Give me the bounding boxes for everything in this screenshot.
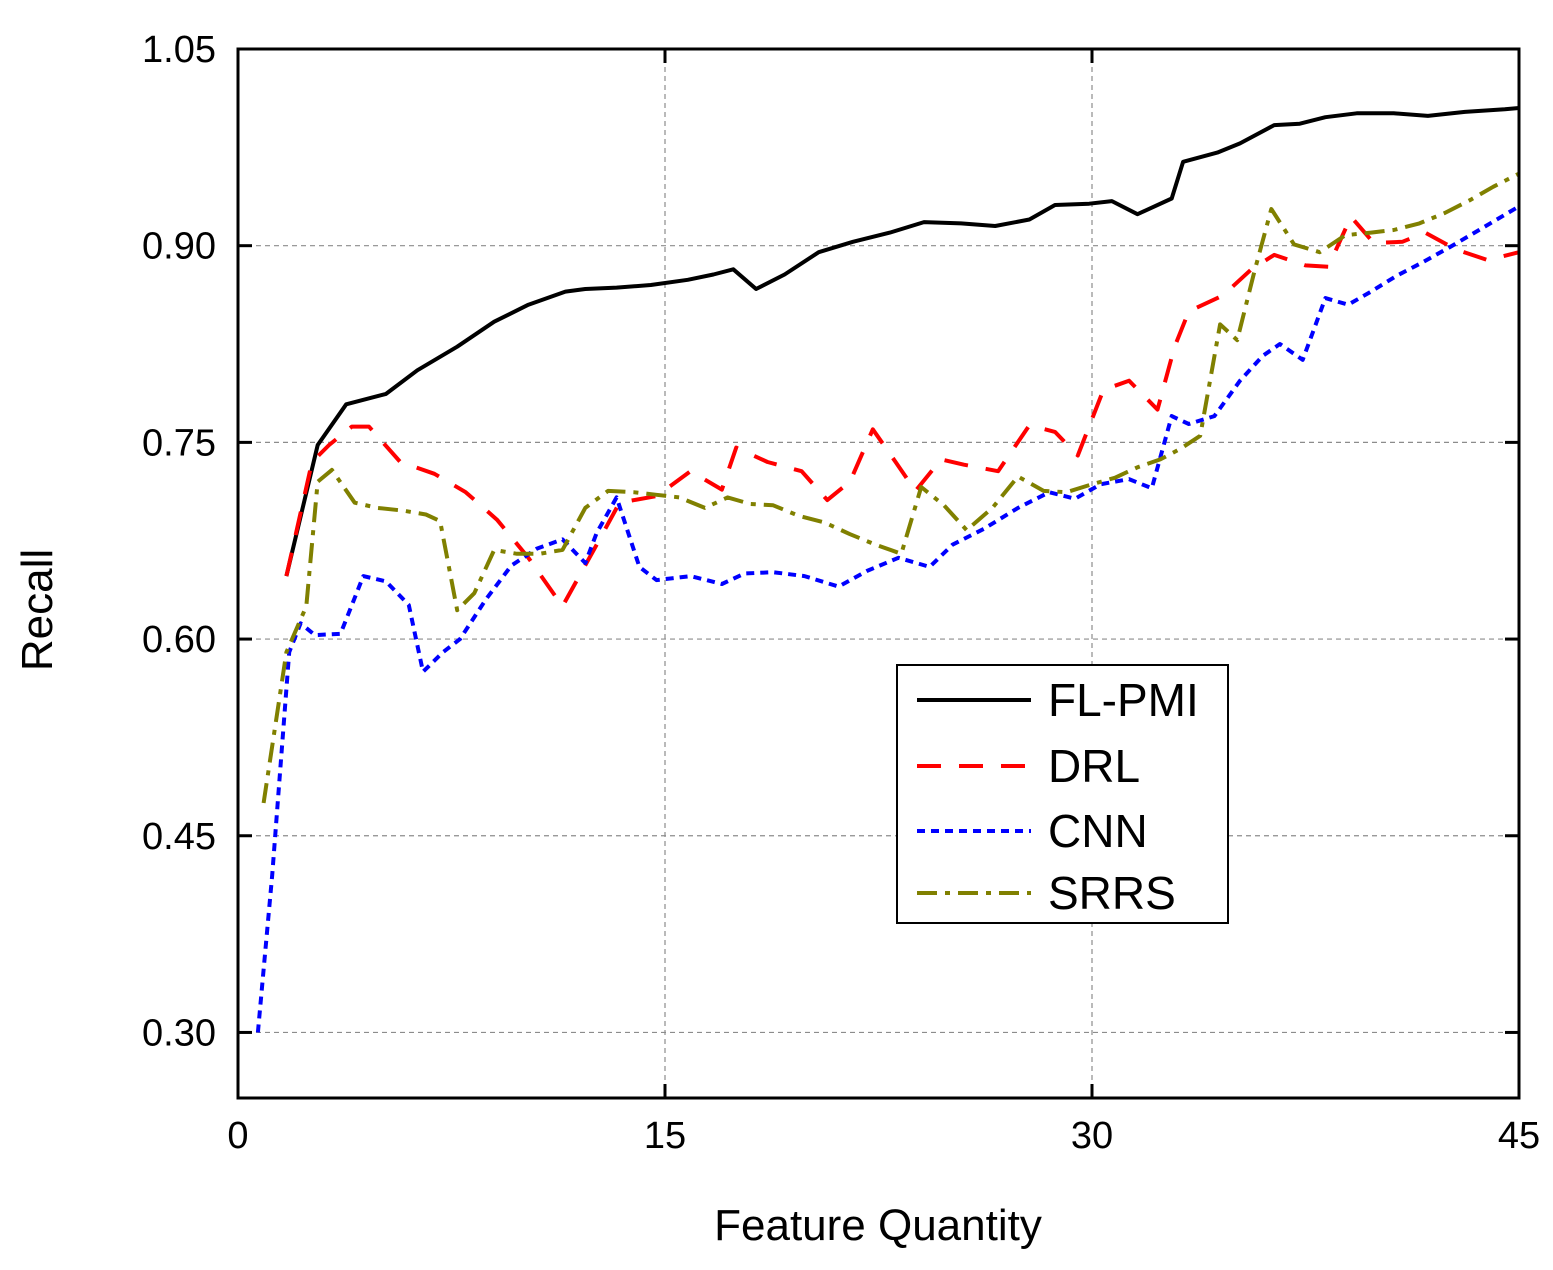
x-axis-title: Feature Quantity <box>714 1201 1042 1250</box>
series-line-cnn <box>255 204 1521 1033</box>
legend-box <box>896 664 1229 924</box>
y-tick-label: 0.45 <box>142 816 216 858</box>
legend-label: DRL <box>1048 740 1140 792</box>
legend-label: CNN <box>1048 805 1148 857</box>
x-tick-label: 0 <box>227 1115 248 1157</box>
x-tick-label: 15 <box>644 1115 686 1157</box>
series-line-fl-pmi <box>284 106 1520 577</box>
plot-area-frame <box>236 47 1521 1100</box>
y-tick-label: 0.75 <box>142 422 216 464</box>
x-tick-label: 30 <box>1071 1115 1113 1157</box>
series-layer <box>255 106 1521 1033</box>
series-line-srrs <box>261 171 1520 804</box>
legend-label: SRRS <box>1048 867 1176 919</box>
y-tick-label: 1.05 <box>142 29 216 71</box>
x-tick-label: 45 <box>1498 1115 1540 1157</box>
y-tick-label: 0.90 <box>142 226 216 268</box>
legend: FL-PMI DRL CNN SRRS <box>896 664 1229 924</box>
series-line-drl <box>284 214 1520 609</box>
y-axis-title: Recall <box>13 549 62 671</box>
y-tick-label: 0.30 <box>142 1012 216 1054</box>
axis-ticks: 0 15 30 45 0.30 0.45 0.60 0.75 0.90 1.05 <box>142 29 1540 1157</box>
legend-label: FL-PMI <box>1048 674 1199 726</box>
y-tick-label: 0.60 <box>142 619 216 661</box>
